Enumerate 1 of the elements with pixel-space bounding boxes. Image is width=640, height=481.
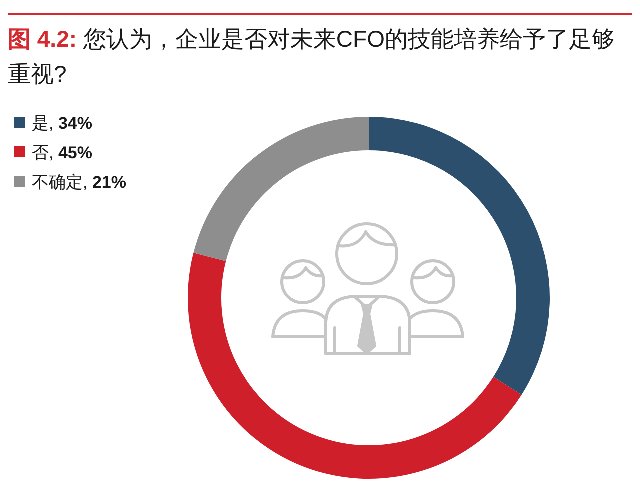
title: 图 4.2: 您认为，企业是否对未来CFO的技能培养给予了足够重视?	[8, 25, 616, 89]
